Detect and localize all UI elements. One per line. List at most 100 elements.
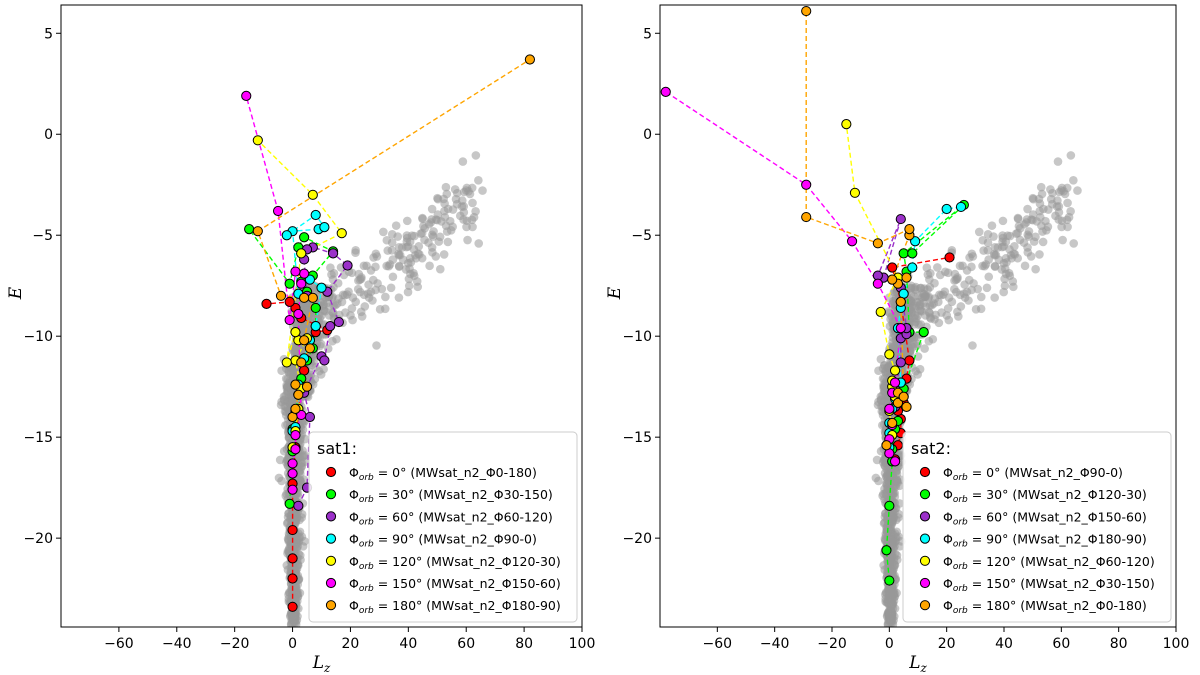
- y-tick-label: −20: [622, 531, 652, 547]
- background-point: [1013, 213, 1023, 223]
- background-point: [911, 314, 921, 323]
- background-point: [417, 228, 427, 238]
- background-point: [387, 229, 397, 239]
- background-point: [1031, 232, 1040, 242]
- background-point: [295, 551, 305, 560]
- background-point: [368, 275, 378, 285]
- series-point-60: [895, 213, 906, 225]
- series-point-30: [884, 500, 895, 511]
- y-tick-label: −15: [622, 430, 652, 446]
- background-point: [1038, 237, 1048, 247]
- background-point: [884, 587, 893, 597]
- background-point: [440, 206, 449, 216]
- x-tick-label: −40: [760, 636, 790, 652]
- x-tick-label: 40: [995, 636, 1013, 652]
- series-point-180: [304, 343, 316, 354]
- background-point: [468, 198, 477, 208]
- background-point: [936, 290, 946, 300]
- series-point-150: [296, 278, 307, 289]
- background-point: [1066, 151, 1076, 160]
- legend-sub: orb: [953, 584, 968, 594]
- legend-marker: [919, 511, 931, 522]
- legend-rest: = 30° (MWsat_n2_Φ120-30): [968, 487, 1147, 502]
- series-point-150: [846, 236, 858, 247]
- legend-box: [902, 431, 1172, 623]
- legend-marker: [325, 600, 337, 611]
- background-point: [940, 267, 950, 277]
- background-point: [982, 283, 992, 293]
- background-point: [1035, 206, 1045, 216]
- background-point: [909, 291, 919, 301]
- background-point: [1054, 187, 1064, 197]
- background-point: [881, 535, 890, 545]
- background-point: [933, 263, 942, 272]
- legend-marker: [919, 555, 931, 566]
- background-point: [976, 292, 986, 302]
- x-tick-label: 60: [1052, 636, 1070, 652]
- background-point: [462, 222, 471, 232]
- background-point: [435, 264, 445, 274]
- legend-sub: orb: [953, 540, 968, 550]
- background-point: [288, 610, 298, 619]
- background-point: [926, 314, 936, 323]
- background-point: [462, 216, 472, 226]
- y-axis-label: E: [6, 286, 26, 300]
- background-point: [402, 216, 412, 226]
- background-point: [398, 255, 408, 265]
- background-point: [372, 341, 381, 350]
- series-point-180: [299, 335, 310, 346]
- background-point: [284, 535, 293, 545]
- background-point: [874, 476, 883, 486]
- background-point: [1057, 222, 1066, 232]
- series-point-60: [333, 316, 344, 328]
- y-tick-label: 5: [44, 26, 53, 42]
- background-point: [420, 235, 429, 245]
- series-point-0: [887, 262, 898, 273]
- background-point: [1035, 250, 1044, 259]
- series-point-150: [272, 205, 284, 217]
- background-point: [1001, 254, 1011, 263]
- legend-marker: [919, 600, 931, 611]
- background-point: [457, 202, 467, 211]
- legend-rest: = 180° (MWsat_n2_Φ0-180): [968, 598, 1147, 613]
- legend-sub: orb: [953, 473, 968, 483]
- series-point-150: [895, 323, 906, 334]
- background-point: [406, 269, 415, 279]
- series-point-0: [944, 252, 955, 263]
- background-point: [418, 213, 427, 223]
- series-point-60: [342, 260, 353, 271]
- legend-label: Φorb = 90° (MWsat_n2_Φ180-90): [943, 532, 1147, 550]
- background-point: [443, 237, 453, 247]
- background-point: [433, 193, 442, 203]
- legend-marker: [919, 466, 931, 478]
- background-point: [915, 364, 925, 374]
- background-point: [968, 252, 978, 261]
- plot-area: [241, 54, 536, 627]
- background-point: [880, 374, 889, 384]
- background-point: [913, 352, 923, 361]
- series-point-120: [252, 135, 263, 146]
- background-point: [379, 227, 388, 237]
- series-point-120: [336, 228, 347, 239]
- background-point: [889, 483, 898, 493]
- legend-label: Φorb = 90° (MWsat_n2_Φ90-0): [349, 532, 537, 550]
- y-tick-label: −10: [622, 329, 652, 345]
- background-point: [1058, 235, 1067, 245]
- legend: sat2:Φorb = 0° (MWsat_n2_Φ90-0)Φorb = 30…: [902, 431, 1172, 623]
- background-point: [950, 269, 960, 279]
- background-point: [405, 254, 415, 263]
- background-point: [1053, 157, 1063, 166]
- legend-label: Φorb = 0° (MWsat_n2_Φ0-180): [349, 465, 537, 483]
- background-point: [333, 278, 343, 288]
- legend-marker: [919, 489, 931, 500]
- background-point: [1043, 222, 1053, 232]
- x-tick-label: 0: [288, 636, 297, 652]
- legend-sub: orb: [359, 562, 374, 572]
- series-point-120: [307, 189, 318, 200]
- legend-marker: [325, 511, 337, 522]
- x-axis-label: Lz: [312, 653, 331, 675]
- legend-label: Φorb = 120° (MWsat_n2_Φ120-30): [349, 554, 561, 572]
- background-point: [892, 588, 901, 598]
- legend-marker: [919, 533, 931, 544]
- series-point-90: [955, 201, 967, 213]
